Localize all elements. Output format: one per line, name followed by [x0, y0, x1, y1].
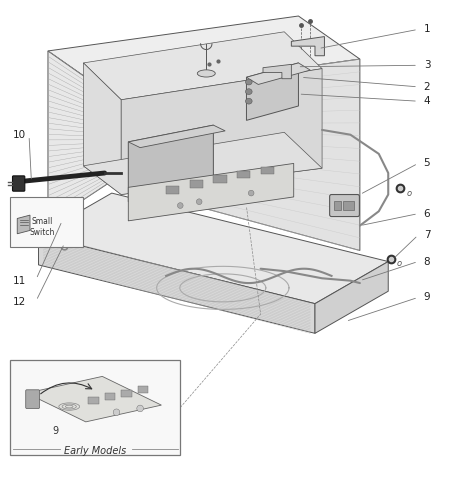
Text: o: o	[397, 259, 402, 268]
Text: 5: 5	[424, 158, 430, 168]
Polygon shape	[109, 59, 360, 251]
Bar	[88, 397, 99, 404]
Polygon shape	[48, 51, 109, 223]
Polygon shape	[38, 235, 315, 333]
Polygon shape	[17, 215, 30, 234]
Bar	[121, 390, 132, 397]
Bar	[10, 360, 180, 456]
Polygon shape	[83, 63, 121, 194]
Polygon shape	[83, 132, 322, 194]
Polygon shape	[246, 63, 299, 120]
Bar	[261, 167, 274, 174]
Polygon shape	[121, 69, 322, 194]
Polygon shape	[83, 32, 322, 100]
Text: 6: 6	[424, 209, 430, 219]
Bar	[10, 197, 83, 247]
Text: Small
Switch: Small Switch	[29, 216, 55, 237]
Polygon shape	[315, 262, 388, 333]
Text: 8: 8	[424, 256, 430, 266]
Bar	[105, 393, 115, 400]
Polygon shape	[48, 16, 360, 94]
Ellipse shape	[197, 70, 215, 77]
Text: o: o	[406, 189, 411, 198]
Polygon shape	[246, 63, 310, 84]
FancyBboxPatch shape	[329, 194, 359, 216]
Text: 9: 9	[424, 292, 430, 302]
Polygon shape	[128, 163, 294, 221]
FancyBboxPatch shape	[26, 390, 39, 408]
Text: Early Models: Early Models	[64, 445, 127, 456]
Text: 4: 4	[424, 96, 430, 106]
Text: 3: 3	[424, 60, 430, 70]
Bar	[237, 170, 250, 178]
Polygon shape	[55, 215, 74, 241]
Circle shape	[113, 409, 120, 416]
Circle shape	[177, 203, 183, 208]
Polygon shape	[292, 36, 324, 56]
Bar	[138, 386, 148, 393]
FancyBboxPatch shape	[12, 176, 25, 191]
Circle shape	[137, 405, 144, 412]
Bar	[166, 186, 179, 193]
Bar	[190, 180, 203, 188]
Polygon shape	[334, 201, 341, 210]
Text: 11: 11	[12, 276, 26, 286]
Text: 10: 10	[12, 130, 26, 140]
Circle shape	[196, 199, 202, 204]
Polygon shape	[27, 376, 161, 422]
Circle shape	[248, 190, 254, 196]
Polygon shape	[38, 193, 388, 304]
Ellipse shape	[246, 98, 252, 104]
Ellipse shape	[246, 89, 252, 95]
Polygon shape	[128, 125, 213, 202]
Text: 7: 7	[424, 230, 430, 240]
Text: 9: 9	[52, 426, 58, 436]
Polygon shape	[343, 201, 354, 210]
Ellipse shape	[246, 79, 252, 85]
Polygon shape	[128, 125, 225, 148]
Polygon shape	[263, 64, 292, 79]
Text: 2: 2	[424, 82, 430, 92]
Text: 12: 12	[12, 297, 26, 307]
Text: 1: 1	[424, 24, 430, 35]
Bar	[213, 175, 227, 183]
